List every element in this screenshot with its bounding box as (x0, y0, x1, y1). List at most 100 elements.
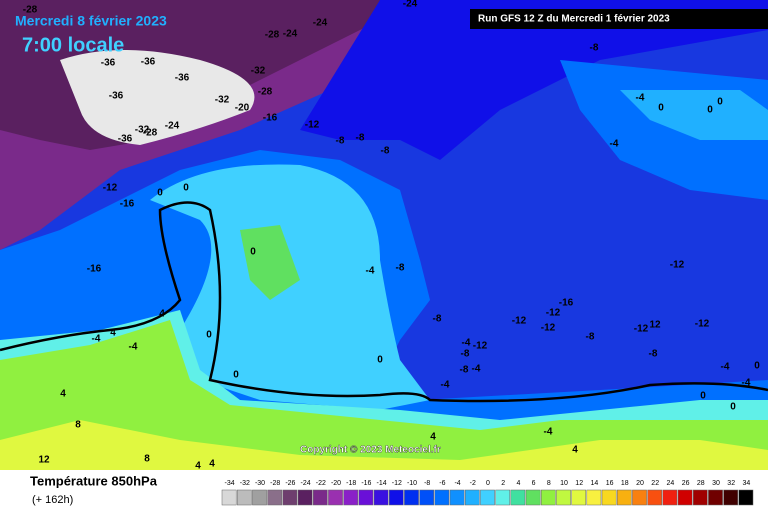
contour-label: -4 (742, 378, 751, 389)
legend-tick-label: -12 (392, 480, 402, 487)
contour-label: -4 (610, 139, 619, 150)
contour-label: -8 (649, 349, 658, 360)
contour-label: -8 (381, 146, 390, 157)
contour-label: -24 (165, 121, 180, 132)
contour-label: -16 (263, 113, 278, 124)
contour-label: 0 (730, 402, 736, 413)
contour-label: -8 (356, 133, 365, 144)
contour-label: -28 (258, 87, 273, 98)
legend-swatch (464, 489, 480, 506)
contour-label: -16 (559, 298, 574, 309)
legend-tick-label: -6 (439, 480, 445, 487)
contour-label: -12 (541, 323, 556, 334)
legend-tick-label: -30 (255, 480, 265, 487)
legend-swatch (252, 489, 267, 506)
contour-label: -32 (251, 66, 266, 77)
legend-swatch (601, 489, 617, 506)
contour-label: 0 (233, 370, 239, 381)
legend-swatch (647, 489, 663, 506)
contour-label: 0 (206, 330, 212, 341)
contour-label: 0 (183, 183, 189, 194)
legend-swatch (525, 489, 541, 506)
contour-label: -24 (283, 29, 298, 40)
run-banner (470, 9, 768, 29)
contour-label: -32 (215, 95, 230, 106)
legend-tick-label: 34 (743, 480, 751, 487)
legend-tick-label: -20 (331, 480, 341, 487)
contour-label: -4 (441, 380, 450, 391)
contour-label: 4 (159, 309, 165, 320)
legend-tick-label: -10 (407, 480, 417, 487)
contour-label: -12 (634, 324, 649, 335)
land-mass (240, 225, 300, 300)
legend-tick-label: 8 (547, 480, 551, 487)
contour-label: -4 (129, 342, 138, 353)
legend-tick-label: -4 (454, 480, 460, 487)
warm-zone (0, 420, 768, 470)
contour-label: 4 (430, 432, 436, 443)
legend-swatch (343, 489, 359, 506)
legend-tick-label: 26 (682, 480, 690, 487)
contour-label: 4 (60, 389, 66, 400)
contour-label: -4 (92, 334, 101, 345)
legend-tick-label: 0 (486, 480, 490, 487)
legend-swatch (677, 489, 693, 506)
legend-swatch (723, 489, 739, 506)
run-info: Run GFS 12 Z du Mercredi 1 février 2023 (478, 14, 670, 25)
legend-tick-label: -26 (285, 480, 295, 487)
legend-tick-label: 4 (516, 480, 520, 487)
legend-swatch (616, 489, 632, 506)
contour-label: -36 (141, 57, 156, 68)
legend-swatch (358, 489, 374, 506)
parameter-title: Température 850hPa (30, 473, 158, 488)
legend-swatch (480, 489, 495, 506)
contour-label: 12 (649, 320, 661, 331)
very-cold-zone (60, 50, 255, 145)
contour-label: -8 (396, 263, 405, 274)
zero-isotherm (0, 201, 768, 403)
contour-label: -28 (143, 128, 158, 139)
legend-swatch (404, 489, 419, 506)
contour-label: 0 (700, 391, 706, 402)
legend-tick-label: 30 (712, 480, 720, 487)
contour-label: 0 (157, 188, 163, 199)
contour-label: 0 (377, 355, 383, 366)
contour-label: -28 (23, 5, 38, 16)
legend-tick-label: 22 (651, 480, 659, 487)
legend-tick-label: -22 (316, 480, 326, 487)
contour-label: -8 (433, 314, 442, 325)
legend-tick-label: 6 (532, 480, 536, 487)
contour-label: -4 (636, 93, 645, 104)
legend-swatch (449, 489, 465, 506)
contour-label: -8 (461, 349, 470, 360)
contour-label: 8 (144, 454, 150, 465)
mild-zone (620, 90, 768, 140)
contour-label: 0 (250, 247, 256, 258)
contour-label: -24 (313, 18, 328, 29)
contour-label: -32 (135, 125, 150, 136)
legend-swatch (632, 489, 647, 506)
legend-tick-label: -14 (377, 480, 387, 487)
legend-swatch (236, 489, 252, 506)
contour-label: -12 (473, 341, 488, 352)
contour-label: -12 (103, 183, 118, 194)
legend-tick-label: 28 (697, 480, 705, 487)
legend-tick-label: -34 (225, 480, 235, 487)
legend-swatch (434, 489, 450, 506)
contour-label: 4 (572, 445, 578, 456)
legend-swatch (692, 489, 708, 506)
contour-label: -28 (265, 30, 280, 41)
legend-tick-label: 2 (501, 480, 505, 487)
legend-swatch (495, 489, 511, 506)
legend-swatch (556, 489, 571, 506)
contour-label: -36 (175, 73, 190, 84)
contour-label: -4 (462, 338, 471, 349)
legend-tick-label: 10 (560, 480, 568, 487)
contour-label: -12 (546, 308, 561, 319)
time-title: 7:00 locale (22, 34, 124, 56)
legend-swatch (282, 489, 298, 506)
contour-label: -20 (235, 103, 250, 114)
contour-label: -36 (109, 91, 124, 102)
legend-swatch (571, 489, 587, 506)
